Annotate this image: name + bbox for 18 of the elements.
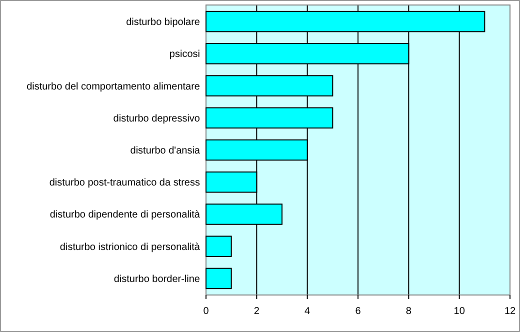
x-tick-label: 4 — [304, 306, 311, 317]
y-tick-label: disturbo border-line — [114, 274, 200, 285]
x-tick-label: 12 — [504, 306, 516, 317]
y-tick-label: disturbo bipolare — [126, 17, 200, 28]
bar — [206, 268, 232, 290]
y-tick-label: disturbo post-traumatico da stress — [49, 178, 200, 189]
x-tick-label: 0 — [203, 306, 210, 317]
x-tick-label: 6 — [355, 306, 362, 317]
bar — [206, 236, 232, 257]
y-tick-label: disturbo depressivo — [113, 113, 200, 124]
x-tick-label: 10 — [454, 306, 466, 317]
y-tick-label: disturbo dipendente di personalità — [50, 210, 200, 221]
y-tick-label: disturbo istrionico di personalità — [60, 242, 200, 253]
y-tick-label: disturbo d'ansia — [130, 146, 200, 156]
x-tick-label: 2 — [254, 306, 260, 317]
y-tick-label: disturbo del comportamento alimentare — [26, 81, 200, 92]
x-tick-label: 8 — [406, 306, 412, 317]
y-tick-label: psicosi — [169, 49, 200, 60]
